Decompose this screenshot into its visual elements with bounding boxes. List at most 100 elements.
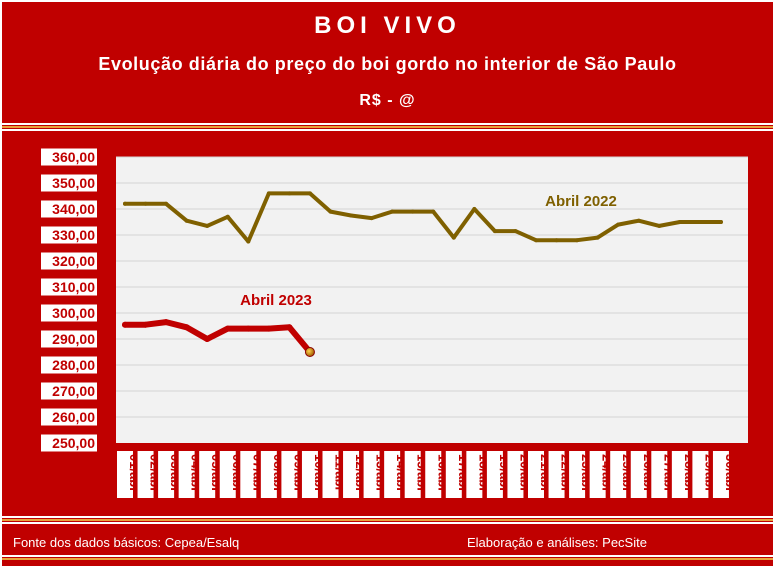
data-point (245, 325, 252, 332)
y-tick-label: 290,00 (52, 331, 95, 347)
data-point (534, 238, 538, 243)
data-point (164, 201, 169, 206)
data-point (163, 319, 170, 326)
x-tick-bg (137, 451, 154, 498)
x-tick-bg (528, 451, 544, 498)
x-tick-bg (712, 451, 729, 498)
series-end-marker (304, 347, 315, 357)
data-point (328, 209, 333, 214)
data-point (142, 321, 149, 328)
x-tick-bg (363, 451, 380, 498)
data-point (410, 209, 415, 214)
data-point (204, 336, 211, 342)
data-point (390, 209, 395, 214)
data-point (369, 216, 374, 221)
data-point (205, 223, 210, 228)
y-tick-label: 310,00 (52, 279, 95, 295)
series-line (123, 191, 723, 244)
x-tick-bg (507, 451, 524, 498)
x-tick-bg (630, 451, 647, 498)
data-point (513, 229, 518, 234)
x-tick-bg (178, 451, 195, 498)
y-tick-bg (41, 278, 97, 296)
y-tick-label: 300,00 (52, 305, 95, 321)
x-tick-bg (445, 451, 462, 498)
separator-stripe (2, 555, 773, 557)
x-tick-bg (466, 451, 483, 498)
credit-note: Elaboração e análises: PecSite (467, 535, 647, 550)
x-tick-bg (343, 451, 360, 498)
data-point (266, 191, 271, 196)
x-tick-bg (117, 451, 133, 498)
x-tick-bg (322, 451, 339, 498)
data-point (265, 325, 272, 332)
y-tick-label: 260,00 (52, 409, 95, 425)
x-tick-bg (548, 451, 565, 498)
separator-stripe (2, 126, 773, 128)
data-point (636, 218, 641, 223)
separator-stripe (2, 519, 773, 521)
data-point (287, 191, 292, 196)
data-point (246, 239, 251, 244)
x-tick-bg (260, 451, 277, 498)
x-tick-bg (240, 451, 257, 498)
y-tick-label: 280,00 (52, 357, 95, 373)
data-point (698, 220, 703, 224)
separator-stripe (2, 522, 773, 524)
unit-label: R$ - @ (359, 92, 416, 109)
x-tick-bg (384, 451, 401, 498)
separator-stripe (2, 129, 773, 131)
x-tick-bg (569, 451, 586, 498)
data-point (472, 207, 477, 211)
y-tick-label: 320,00 (52, 253, 95, 269)
x-tick-bg (404, 451, 421, 498)
data-point (575, 238, 580, 243)
data-point (183, 324, 190, 331)
chart-title: BOI VIVO (314, 12, 461, 39)
y-tick-label: 350,00 (52, 175, 95, 191)
data-point (143, 201, 148, 206)
data-point (657, 223, 662, 228)
data-point (718, 220, 723, 224)
series-label: Abril 2023 (240, 292, 312, 309)
x-tick-bg (589, 451, 606, 498)
separator-stripe (2, 558, 773, 560)
data-point (349, 213, 354, 218)
y-tick-bg (41, 408, 97, 426)
x-tick-bg (301, 451, 318, 498)
data-point (616, 222, 621, 227)
y-tick-label: 330,00 (52, 227, 95, 243)
y-tick-label: 340,00 (52, 201, 95, 217)
y-tick-bg (41, 382, 97, 400)
data-point (677, 220, 682, 224)
x-tick-bg (199, 451, 216, 498)
separator-stripe (2, 516, 773, 518)
series-line (122, 319, 313, 355)
x-tick-bg (219, 451, 236, 498)
data-point (451, 235, 456, 240)
series-label: Abril 2022 (545, 193, 617, 210)
chart-subtitle: Evolução diária do preço do boi gordo no… (98, 54, 677, 74)
x-tick-label: 30/abr (723, 454, 738, 492)
y-tick-bg (41, 252, 97, 270)
source-note: Fonte dos dados básicos: Cepea/Esalq (13, 535, 240, 550)
plot-area (116, 157, 748, 443)
x-tick-bg (486, 451, 503, 498)
data-point (307, 191, 312, 196)
data-point (184, 218, 189, 223)
y-tick-bg (41, 174, 97, 192)
x-tick-bg (425, 451, 442, 498)
data-point (224, 325, 231, 332)
data-point (122, 321, 128, 328)
x-tick-bg (671, 451, 688, 498)
x-tick-bg (158, 451, 175, 498)
data-point (431, 209, 436, 214)
data-point (595, 235, 600, 240)
y-tick-bg (41, 330, 97, 348)
y-tick-bg (41, 148, 97, 166)
y-tick-bg (41, 356, 97, 374)
y-tick-label: 360,00 (52, 149, 95, 165)
y-tick-bg (41, 226, 97, 244)
data-point (123, 201, 127, 206)
